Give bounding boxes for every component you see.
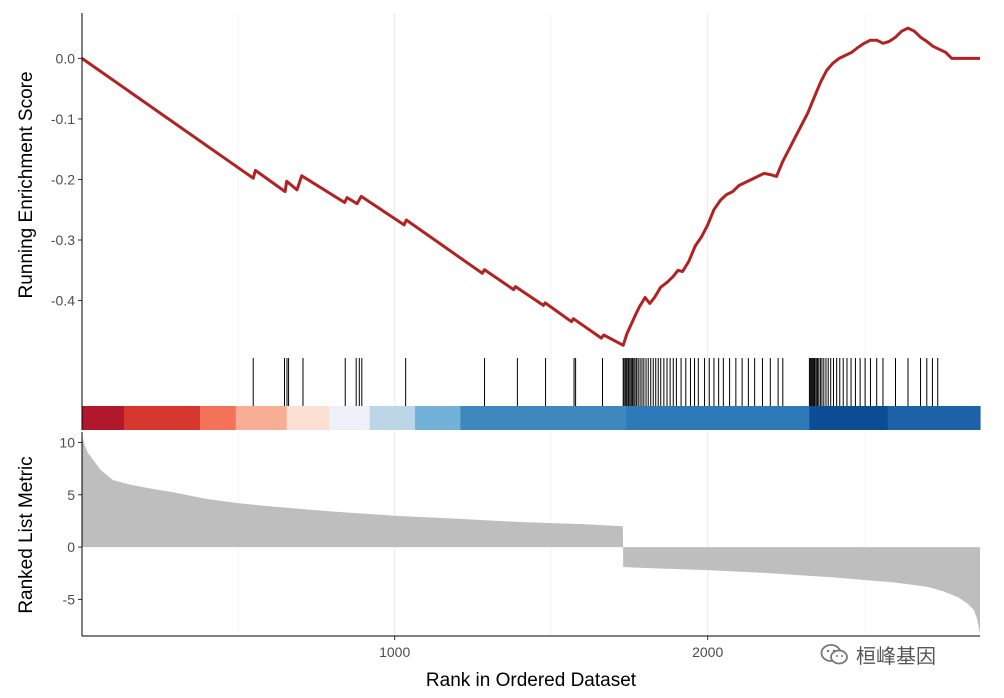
x-axis-title: Rank in Ordered Dataset: [426, 670, 637, 691]
y-tick-label: 0: [67, 539, 75, 555]
enrichment-score-y-axis-title: Running Enrichment Score: [16, 71, 37, 298]
strip-segment: [809, 406, 889, 430]
strip-segment: [235, 406, 288, 430]
x-tick-label: 2000: [692, 644, 723, 660]
strip-segment: [200, 406, 237, 430]
watermark-text: 桓峰基因: [856, 644, 936, 668]
ranked-list-metric-panel: 10 5 0 -5 1000 2000 Ranked List Metric Rank …: [16, 432, 980, 691]
enrichment-score-panel: 0.0 -0.1 -0.2 -0.3 -0.4 Running Enrichment S…: [16, 13, 980, 355]
watermark: 桓峰基因: [820, 640, 936, 669]
y-tick-label: -0.4: [51, 293, 75, 309]
y-tick-label: 10: [59, 434, 75, 450]
enrichment-score-y-ticks: 0.0 -0.1 -0.2 -0.3 -0.4: [51, 50, 82, 309]
strip-segment: [123, 406, 201, 430]
ranked-metric-x-ticks: 1000 2000: [379, 636, 723, 660]
ranked-metric-y-axis-title: Ranked List Metric: [16, 456, 37, 613]
ranked-list-metric-area: [82, 434, 980, 634]
y-tick-label: -0.1: [51, 111, 75, 127]
strip-segment: [460, 406, 627, 430]
strip-segment: [286, 406, 330, 430]
gene-hit-marks: [252, 358, 939, 406]
strip-segment: [369, 406, 416, 430]
strip-segment: [328, 406, 371, 430]
y-tick-label: -0.3: [51, 232, 75, 248]
running-enrichment-score-line: [81, 26, 980, 347]
rank-color-strip: [82, 406, 981, 430]
y-tick-label: -0.2: [51, 171, 75, 187]
ranked-metric-y-ticks: 10 5 0 -5: [59, 434, 82, 607]
strip-segment: [887, 406, 981, 430]
strip-segment: [82, 406, 125, 430]
strip-segment: [415, 406, 462, 430]
y-tick-label: -5: [63, 591, 76, 607]
enrichment-score-gridlines: [237, 13, 865, 355]
wechat-logo-icon: [820, 643, 848, 664]
y-tick-label: 5: [67, 487, 75, 503]
x-tick-label: 1000: [379, 644, 410, 660]
strip-segment: [626, 406, 811, 430]
y-tick-label: 0.0: [56, 50, 76, 66]
gene-hits-panel: [81, 355, 981, 430]
